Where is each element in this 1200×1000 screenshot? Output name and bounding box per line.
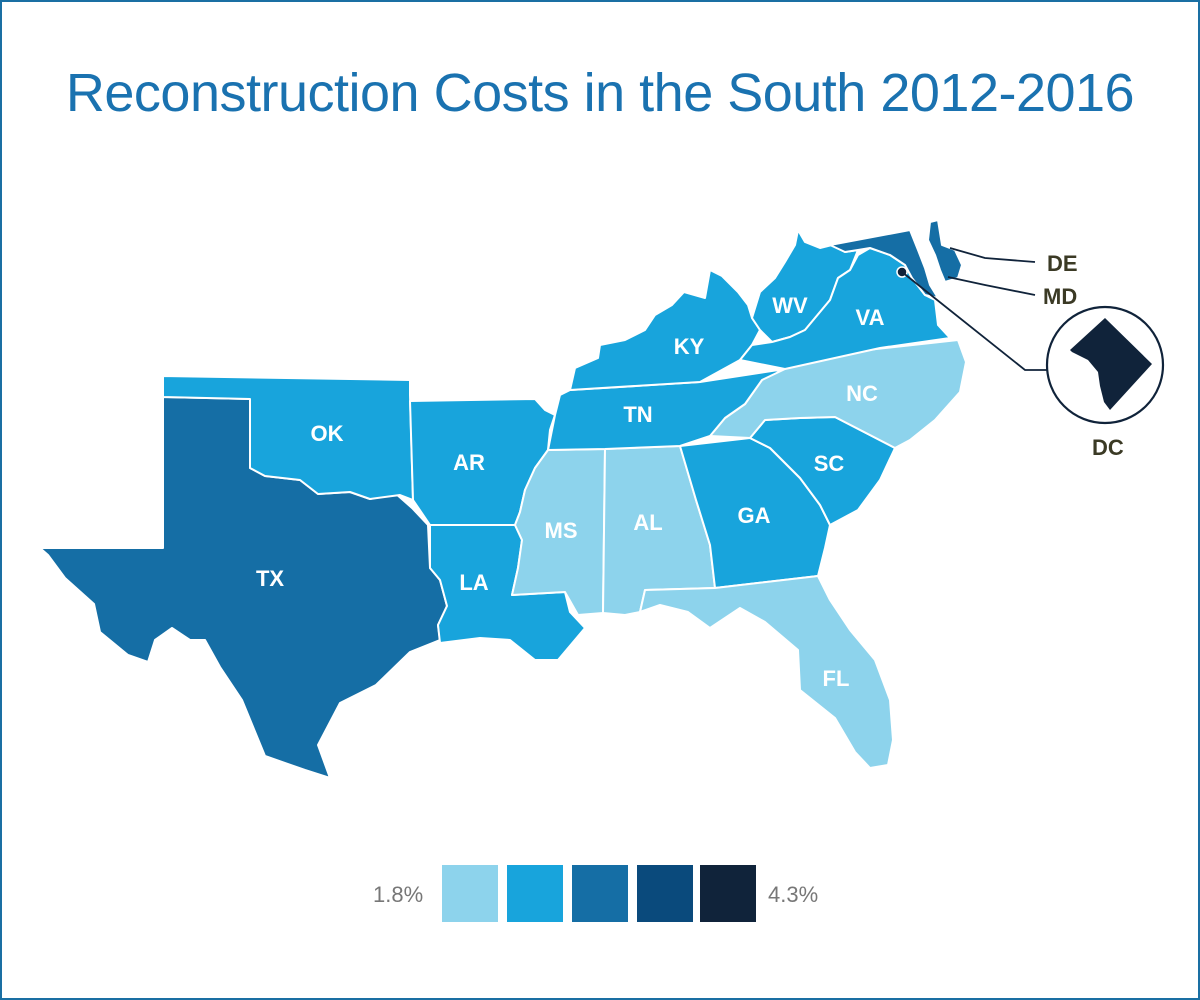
state-DE	[927, 219, 963, 283]
state-label-NC: NC	[846, 381, 878, 406]
legend-swatch-3	[572, 865, 628, 922]
state-label-LA: LA	[459, 570, 488, 595]
dc-inset-shape	[1070, 318, 1152, 410]
state-label-TN: TN	[623, 402, 652, 427]
state-label-OK: OK	[311, 421, 344, 446]
state-label-FL: FL	[823, 666, 850, 691]
legend-swatch-4	[637, 865, 693, 922]
state-FL	[639, 575, 894, 769]
state-label-MS: MS	[545, 518, 578, 543]
state-KY	[569, 269, 761, 391]
state-label-DC: DC	[1092, 435, 1124, 460]
state-label-AR: AR	[453, 450, 485, 475]
legend-swatch-1	[442, 865, 498, 922]
state-label-KY: KY	[674, 334, 705, 359]
dc-leader-line	[901, 271, 1048, 371]
map-title: Reconstruction Costs in the South 2012-2…	[65, 63, 1135, 123]
state-label-TX: TX	[256, 566, 284, 591]
legend-swatch-2	[507, 865, 563, 922]
de-leader-line	[949, 247, 1036, 263]
state-label-SC: SC	[814, 451, 845, 476]
legend-swatch-5	[700, 865, 756, 922]
legend-max-label: 4.3%	[768, 882, 819, 907]
md-leader-line	[947, 276, 1036, 296]
legend-min-label: 1.8%	[373, 882, 424, 907]
state-label-WV: WV	[772, 293, 808, 318]
state-MD	[829, 229, 939, 299]
state-label-MD: MD	[1043, 284, 1077, 309]
state-label-AL: AL	[633, 510, 662, 535]
state-label-DE: DE	[1047, 251, 1078, 276]
state-label-GA: GA	[738, 503, 771, 528]
state-label-VA: VA	[856, 305, 885, 330]
